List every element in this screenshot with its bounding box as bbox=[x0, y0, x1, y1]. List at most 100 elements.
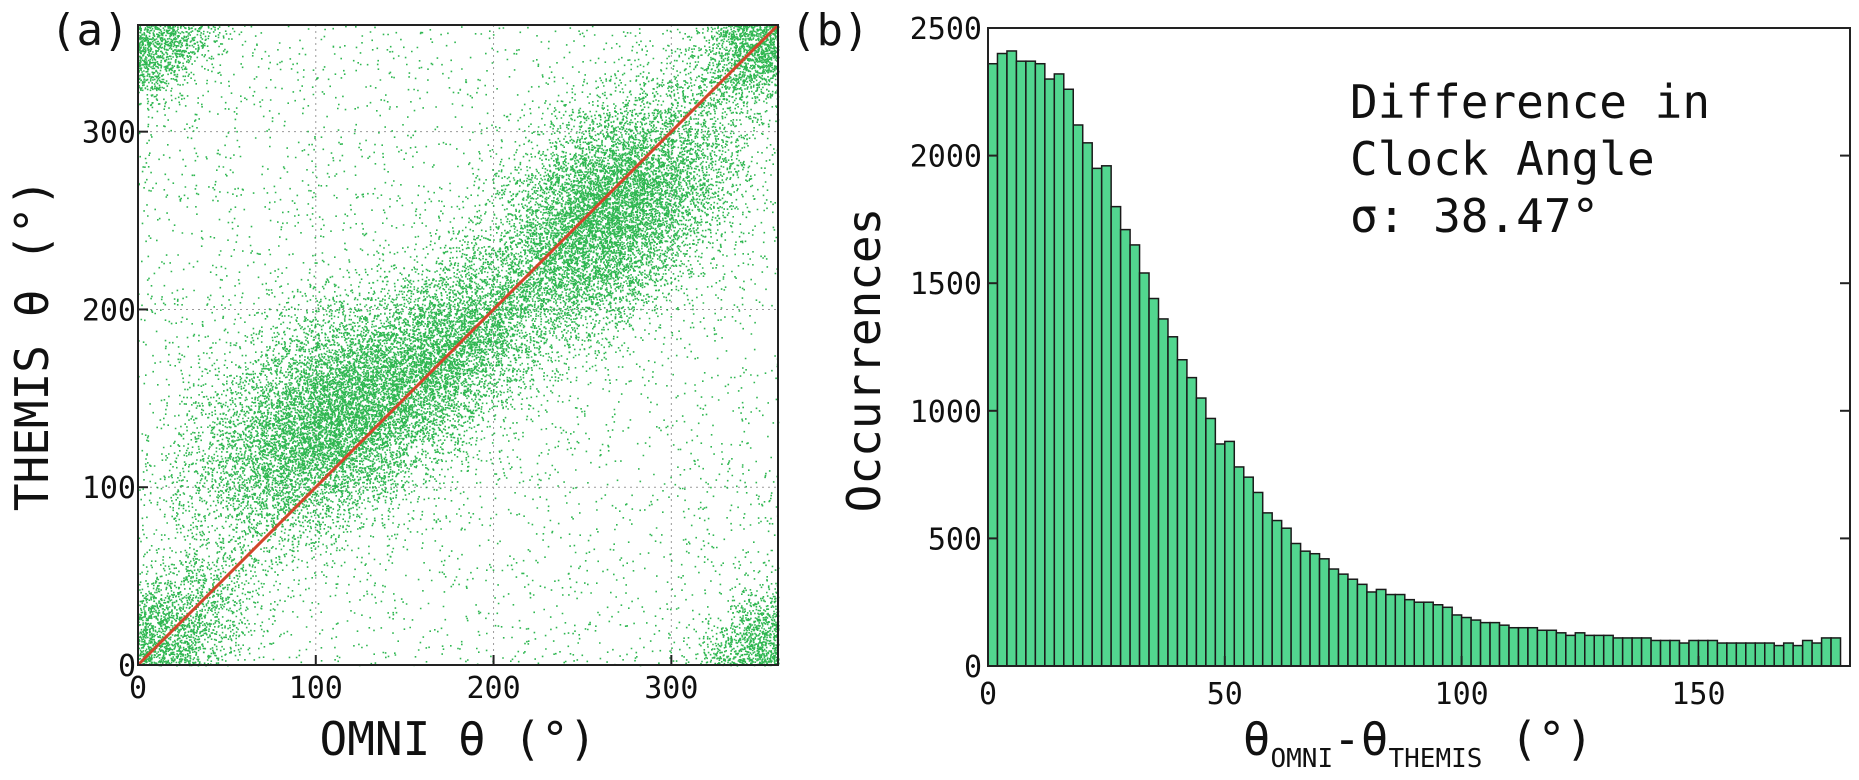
histogram-bar-49 bbox=[1451, 614, 1463, 667]
histogram-bar-20 bbox=[1176, 359, 1188, 667]
histogram-bar-18 bbox=[1157, 318, 1169, 667]
histogram-y-axis-title: Occurrences bbox=[837, 208, 891, 513]
x-title-sub-omni: OMNI bbox=[1270, 744, 1333, 774]
histogram-bar-78 bbox=[1726, 642, 1738, 667]
histogram-bar-26 bbox=[1233, 466, 1245, 667]
histogram-bar-29 bbox=[1261, 512, 1273, 667]
scatter-x-axis-title: OMNI θ (°) bbox=[320, 712, 597, 766]
histogram-x-tick-label-3: 150 bbox=[1671, 677, 1725, 712]
scatter-panel: (a) 0 100 200 300 0 100 200 300 OMNI θ (°) THEM… bbox=[5, 5, 780, 766]
histogram-bar-62 bbox=[1574, 632, 1586, 667]
histogram-bar-0 bbox=[987, 62, 999, 667]
scatter-x-tick-label-0: 0 bbox=[129, 671, 147, 706]
histogram-x-axis-title: θOMNI-θTHEMIS (°) bbox=[1243, 712, 1593, 774]
histogram-bar-81 bbox=[1754, 642, 1766, 667]
histogram-bar-19 bbox=[1167, 336, 1179, 667]
histogram-bar-55 bbox=[1508, 626, 1520, 667]
histogram-bar-44 bbox=[1404, 598, 1416, 667]
identity-reference-line bbox=[136, 23, 780, 667]
histogram-bar-17 bbox=[1148, 297, 1160, 667]
histogram-bar-50 bbox=[1460, 616, 1472, 667]
histogram-bar-86 bbox=[1801, 639, 1813, 667]
histogram-bar-51 bbox=[1470, 619, 1482, 667]
histogram-x-tick-label-1: 50 bbox=[1207, 677, 1243, 712]
histogram-bar-67 bbox=[1621, 637, 1633, 667]
histogram-bar-47 bbox=[1432, 604, 1444, 667]
histogram-bar-11 bbox=[1091, 167, 1103, 667]
histogram-bar-33 bbox=[1299, 550, 1311, 667]
histogram-bar-12 bbox=[1100, 165, 1112, 667]
histogram-bar-84 bbox=[1782, 642, 1794, 667]
histogram-bar-38 bbox=[1347, 578, 1359, 667]
scatter-y-tick-label-3: 300 bbox=[82, 116, 136, 151]
annotation-sigma: σ: 38.47° bbox=[1350, 189, 1599, 243]
histogram-bar-45 bbox=[1413, 601, 1425, 667]
histogram-bar-46 bbox=[1422, 601, 1434, 667]
x-title-sub-themis: THEMIS bbox=[1389, 744, 1483, 774]
histogram-bar-6 bbox=[1044, 78, 1056, 667]
x-title-theta: θ bbox=[1243, 712, 1271, 766]
histogram-y-tick-label-3: 1500 bbox=[910, 267, 982, 302]
scatter-y-axis-title: THEMIS θ (°) bbox=[5, 179, 59, 511]
scatter-ticks: 0 100 200 300 0 100 200 300 bbox=[82, 116, 699, 706]
histogram-bar-80 bbox=[1745, 642, 1757, 667]
histogram-bar-39 bbox=[1356, 583, 1368, 667]
histogram-bar-61 bbox=[1565, 634, 1577, 667]
histogram-bar-76 bbox=[1707, 639, 1719, 667]
histogram-bar-10 bbox=[1081, 142, 1093, 667]
histogram-bar-64 bbox=[1593, 634, 1605, 667]
histogram-y-tick-label-0: 0 bbox=[964, 650, 982, 685]
histogram-bar-60 bbox=[1555, 632, 1567, 667]
histogram-bar-8 bbox=[1063, 88, 1075, 667]
scatter-y-tick-label-1: 100 bbox=[82, 471, 136, 506]
histogram-bar-31 bbox=[1280, 527, 1292, 667]
histogram-bar-5 bbox=[1034, 62, 1046, 667]
histogram-bar-75 bbox=[1697, 639, 1709, 667]
histogram-bar-41 bbox=[1375, 588, 1387, 667]
annotation-line-1: Difference in bbox=[1350, 75, 1710, 129]
histogram-bar-63 bbox=[1584, 634, 1595, 667]
histogram-bar-68 bbox=[1631, 637, 1643, 667]
histogram-y-tick-label-4: 2000 bbox=[910, 140, 982, 175]
histogram-bar-70 bbox=[1650, 639, 1662, 667]
histogram-bar-72 bbox=[1669, 639, 1681, 667]
histogram-bar-9 bbox=[1072, 124, 1084, 667]
x-title-unit: (°) bbox=[1482, 712, 1593, 766]
histogram-y-tick-label-2: 1000 bbox=[910, 395, 982, 430]
histogram-bar-34 bbox=[1309, 552, 1321, 667]
scatter-x-tick-label-3: 300 bbox=[644, 671, 698, 706]
histogram-bar-82 bbox=[1764, 642, 1775, 667]
histogram-bar-4 bbox=[1025, 60, 1037, 667]
histogram-bar-42 bbox=[1385, 593, 1397, 667]
histogram-bar-2 bbox=[1006, 50, 1018, 667]
histogram-bar-53 bbox=[1489, 621, 1501, 667]
histogram-bar-57 bbox=[1527, 626, 1539, 667]
histogram-x-tick-label-2: 100 bbox=[1435, 677, 1489, 712]
histogram-bar-59 bbox=[1546, 629, 1558, 667]
x-title-minus-theta: -θ bbox=[1333, 712, 1388, 766]
histogram-bar-7 bbox=[1053, 73, 1065, 667]
histogram-bar-56 bbox=[1517, 626, 1529, 667]
histogram-bar-58 bbox=[1536, 629, 1548, 667]
histogram-bar-83 bbox=[1773, 644, 1785, 667]
histogram-x-tick-label-0: 0 bbox=[979, 677, 997, 712]
histogram-bar-3 bbox=[1015, 60, 1027, 667]
histogram-bar-71 bbox=[1659, 639, 1671, 667]
panel-label-b: (b) bbox=[790, 5, 869, 56]
histogram-bar-73 bbox=[1678, 642, 1690, 667]
histogram-bar-21 bbox=[1186, 376, 1198, 667]
histogram-bar-37 bbox=[1337, 573, 1349, 667]
histogram-bar-48 bbox=[1441, 606, 1453, 667]
histogram-plot-frame bbox=[987, 27, 1851, 667]
histogram-bar-28 bbox=[1252, 491, 1264, 667]
histogram-bar-22 bbox=[1195, 397, 1207, 667]
histogram-bar-85 bbox=[1792, 644, 1804, 667]
scatter-x-tick-label-2: 200 bbox=[466, 671, 520, 706]
histogram-bar-32 bbox=[1290, 542, 1302, 667]
histogram-y-tick-label-1: 500 bbox=[928, 522, 982, 557]
histogram-bar-16 bbox=[1138, 272, 1150, 667]
histogram-bar-36 bbox=[1328, 568, 1340, 667]
